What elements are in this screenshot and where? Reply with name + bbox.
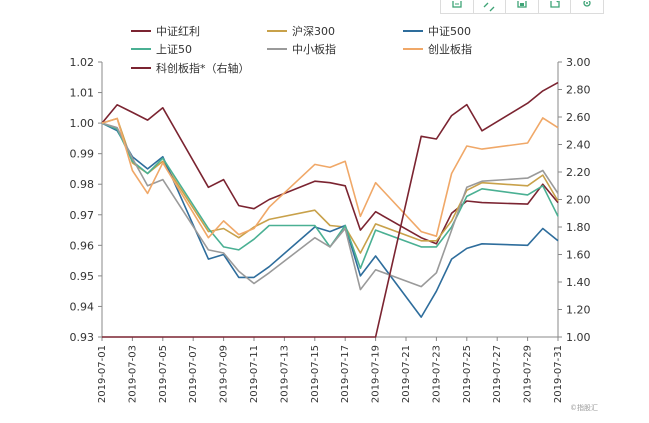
save-button[interactable] (505, 0, 538, 13)
y-right-tick-label: 2.40 (566, 139, 591, 152)
legend-label: 中证500 (428, 25, 471, 38)
expand-button[interactable] (472, 0, 506, 13)
x-tick-label: 2019-07-23 (431, 345, 442, 403)
x-tick-label: 2019-07-15 (310, 345, 321, 403)
expand-icon (483, 2, 495, 11)
y-right-tick-label: 2.60 (566, 111, 591, 124)
x-tick-label: 2019-07-21 (401, 345, 412, 403)
chart-toolbar (440, 0, 604, 14)
y-left-tick-label: 0.96 (70, 239, 95, 252)
x-tick-label: 2019-07-31 (553, 345, 564, 403)
series-line-5 (101, 122, 559, 291)
y-right-tick-label: 1.60 (566, 249, 591, 262)
legend-label: 中小板指 (292, 42, 336, 56)
x-tick-label: 2019-07-03 (127, 345, 138, 403)
x-tick-label: 2019-07-25 (462, 345, 473, 403)
x-tick-label: 2019-07-27 (492, 345, 503, 403)
x-tick-label: 2019-07-17 (340, 345, 351, 403)
x-tick-label: 2019-07-19 (371, 345, 382, 403)
series-line-1 (101, 104, 559, 245)
y-right-tick-label: 2.80 (566, 84, 591, 97)
y-right-tick-label: 1.80 (566, 221, 591, 234)
settings-button[interactable] (570, 0, 603, 13)
settings-icon (583, 0, 591, 7)
legend-label: 上证50 (156, 43, 192, 56)
y-right-tick-label: 1.00 (566, 331, 591, 344)
y-left-tick-label: 0.95 (70, 270, 95, 283)
y-right-tick-label: 2.00 (566, 194, 591, 207)
axes: 0.93 0.94 0.95 0.96 0.97 0.98 0.99 1.00 1.01 1.02… (70, 56, 591, 403)
y-left-tick-label: 0.94 (70, 300, 95, 313)
save-icon (517, 0, 527, 8)
x-tick-label: 2019-07-11 (249, 345, 260, 403)
y-left-tick-label: 0.97 (70, 209, 95, 222)
series-lines (101, 81, 559, 338)
series-line-2 (101, 117, 559, 254)
copy-button[interactable] (441, 0, 473, 13)
y-right-tick-label: 1.20 (566, 304, 591, 317)
y-left-tick-label: 1.02 (70, 56, 95, 69)
y-right-tick-label: 2.20 (566, 166, 591, 179)
legend-label: 创业板指 (428, 42, 472, 56)
y-left-tick-label: 1.00 (70, 117, 95, 130)
copy-icon (452, 0, 462, 8)
x-tick-label: 2019-07-29 (523, 345, 534, 403)
watermark: ©指股汇 (570, 403, 598, 412)
legend-label: 科创板指*（右轴） (156, 61, 250, 75)
legend-label: 中证红利 (156, 25, 200, 38)
y-right-tick-label: 1.40 (566, 276, 591, 289)
y-left-tick-label: 0.98 (70, 178, 95, 191)
series-line-3 (101, 122, 559, 318)
x-tick-label: 2019-07-07 (188, 345, 199, 403)
y-left-tick-label: 1.01 (70, 87, 95, 100)
y-left-tick-label: 0.93 (70, 331, 95, 344)
legend-label: 沪深300 (292, 24, 335, 38)
series-line-6 (101, 117, 559, 239)
x-tick-label: 2019-07-09 (219, 345, 230, 403)
y-right-tick-label: 3.00 (566, 56, 591, 69)
share-icon (549, 0, 560, 8)
share-button[interactable] (537, 0, 571, 13)
series-line-7 (102, 81, 559, 338)
y-left-tick-label: 0.99 (70, 148, 95, 161)
x-tick-label: 2019-07-13 (279, 345, 290, 403)
x-tick-label: 2019-07-05 (158, 345, 169, 403)
x-tick-label: 2019-07-01 (97, 345, 108, 403)
